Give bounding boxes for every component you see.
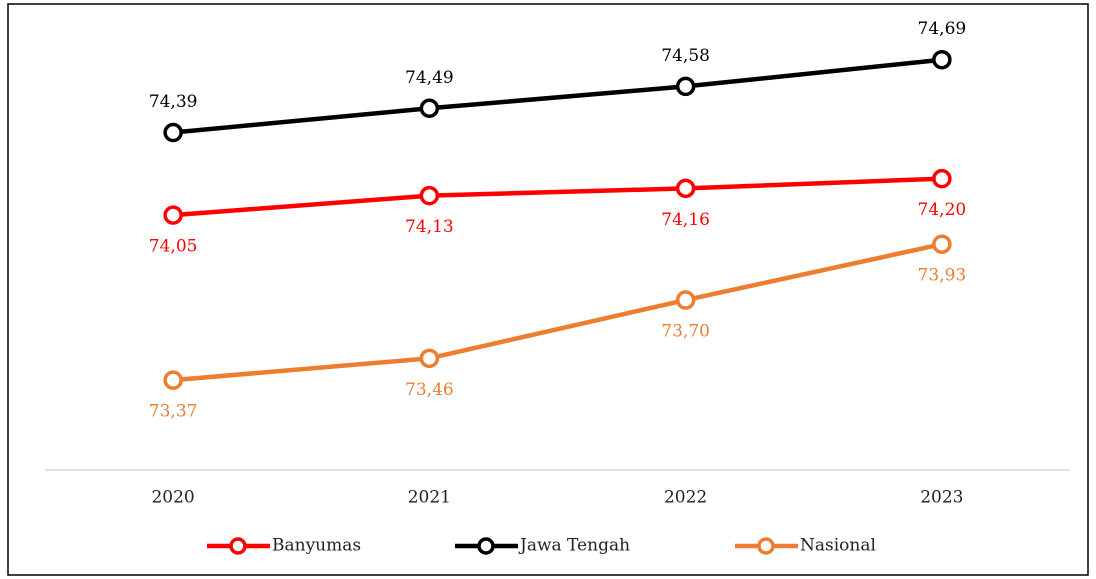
- data-point: [419, 185, 440, 206]
- data-point: [675, 76, 696, 97]
- data-label: 74,69: [918, 19, 967, 39]
- legend-label: Banyumas: [272, 536, 361, 556]
- data-label: 73,70: [661, 322, 710, 342]
- data-point: [419, 348, 440, 369]
- data-label: 74,49: [405, 68, 454, 88]
- data-label: 74,13: [405, 217, 454, 237]
- data-label: 73,46: [405, 380, 454, 400]
- legend-label: Jawa Tengah: [518, 536, 630, 556]
- data-label: 74,39: [149, 92, 198, 112]
- series-line: [172, 242, 943, 383]
- data-label: 73,37: [149, 402, 198, 422]
- legend-label: Nasional: [800, 536, 876, 556]
- legend-marker: [477, 537, 495, 555]
- x-tick-label: 2020: [151, 488, 194, 508]
- data-point: [932, 49, 952, 70]
- legend-marker: [229, 537, 247, 555]
- data-label: 74,05: [149, 237, 198, 257]
- x-tick-label: 2021: [408, 488, 451, 508]
- legend-marker: [757, 537, 775, 555]
- data-label: 73,93: [918, 266, 967, 286]
- data-point: [419, 98, 440, 119]
- data-point: [163, 370, 183, 390]
- data-point: [675, 290, 696, 310]
- series-line: [172, 57, 943, 135]
- series-line: [172, 176, 942, 218]
- data-label: 74,16: [661, 210, 710, 230]
- data-point: [163, 205, 183, 225]
- data-point: [932, 234, 952, 254]
- data-point: [932, 168, 952, 189]
- x-tick-label: 2022: [664, 488, 707, 508]
- data-point: [163, 122, 183, 143]
- x-tick-label: 2023: [920, 488, 963, 508]
- data-label: 74,20: [918, 200, 967, 220]
- data-label: 74,58: [661, 46, 710, 66]
- data-point: [675, 178, 696, 199]
